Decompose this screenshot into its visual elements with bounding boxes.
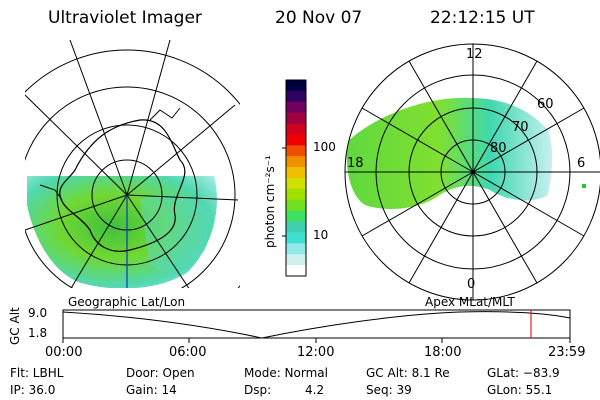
mlt-18-label: 18 (347, 156, 364, 171)
colorbar-segment (286, 112, 306, 125)
gain-info: Gain: 14 (126, 383, 177, 397)
colorbar-segment (286, 90, 306, 103)
colorbar-segment (286, 80, 306, 92)
colorbar-segment (286, 243, 306, 255)
colorbar-segment (286, 167, 306, 179)
dsp-value: 4.2 (305, 383, 325, 397)
altitude-plot (62, 309, 571, 343)
aurora-image-right (346, 97, 553, 210)
colorbar-tick-10: 10 (313, 228, 329, 242)
xtick-1800: 18:00 (424, 345, 462, 360)
time-label: 22:12:15 UT (430, 8, 535, 28)
mlt-12-label: 12 (466, 47, 483, 62)
gc-alt-info: GC Alt: 8.1 Re (366, 366, 450, 380)
colorbar-segment (286, 265, 306, 277)
colorbar-segment (286, 123, 306, 136)
colorbar-segment (286, 221, 306, 234)
altitude-ylabel: GC Alt (8, 307, 22, 345)
colorbar-segment (286, 199, 306, 212)
xtick-2359: 23:59 (548, 345, 586, 360)
ip-info: IP: 36.0 (10, 383, 56, 397)
coastline (59, 119, 186, 252)
colorbar-segment (286, 101, 306, 114)
lat-80-label: 80 (490, 141, 507, 156)
apex-polar-plot (344, 43, 600, 301)
mlt-0-label: 0 (467, 277, 476, 292)
colorbar-segment (286, 156, 306, 168)
dsp-info: Dsp: (244, 383, 272, 397)
colorbar (286, 80, 306, 277)
seq-info: Seq: 39 (366, 383, 412, 397)
filter-info: Flt: LBHL (10, 366, 64, 380)
left-map-label: Geographic Lat/Lon (68, 295, 186, 309)
glon-info: GLon: 55.1 (487, 383, 553, 397)
colorbar-segment (286, 254, 306, 266)
xtick-0600: 06:00 (169, 345, 207, 360)
altitude-ytick-9: 9.0 (28, 306, 48, 320)
xtick-1200: 12:00 (297, 345, 335, 360)
xtick-0000: 00:00 (45, 345, 83, 360)
mlt-6-label: 6 (577, 156, 586, 171)
colorbar-segment (286, 145, 306, 157)
colorbar-segment (286, 188, 306, 201)
colorbar-tick-100: 100 (313, 140, 336, 154)
lat-70-label: 70 (512, 120, 529, 135)
glat-info: GLat: −83.9 (487, 366, 560, 380)
geographic-map (25, 40, 240, 288)
lat-60-label: 60 (537, 97, 554, 112)
mode-info: Mode: Normal (244, 366, 328, 380)
instrument-title: Ultraviolet Imager (48, 8, 202, 28)
colorbar-label: photon cm⁻²s⁻¹ (263, 155, 277, 248)
date-label: 20 Nov 07 (275, 8, 363, 28)
right-map-label: Apex MLat/MLT (425, 295, 515, 309)
colorbar-segment (286, 232, 306, 244)
altitude-curve (62, 311, 571, 339)
door-info: Door: Open (126, 366, 195, 380)
altitude-ytick-1-8: 1.8 (28, 326, 48, 340)
colorbar-segment (286, 134, 306, 146)
colorbar-segment (286, 210, 306, 223)
colorbar-segment (286, 178, 306, 190)
aurora-speckle-left (140, 195, 210, 270)
